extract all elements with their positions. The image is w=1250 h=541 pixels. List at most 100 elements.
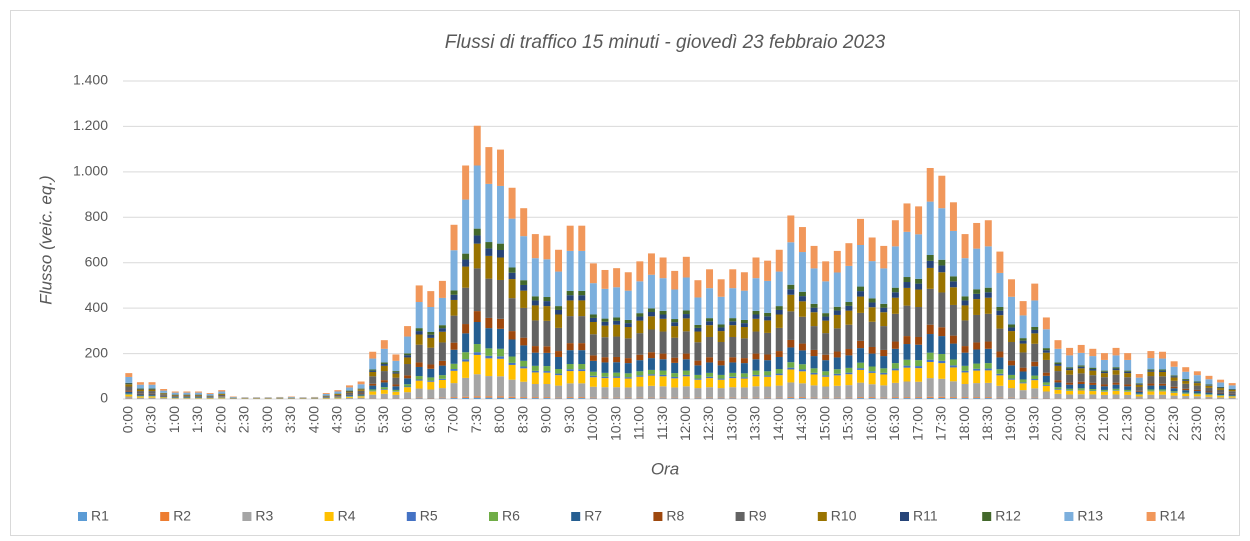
bar-segment: [1054, 393, 1062, 399]
bar-segment: [531, 352, 539, 366]
bar-segment: [949, 343, 957, 360]
bar-segment: [589, 355, 597, 361]
bar-segment: [868, 372, 876, 385]
bar-segment: [136, 391, 144, 394]
bar-segment: [508, 397, 516, 399]
bar-segment: [647, 352, 655, 359]
bar-segment: [961, 370, 969, 373]
bar-segment: [833, 357, 841, 370]
bar-segment: [613, 336, 621, 357]
bar-segment: [1147, 385, 1155, 390]
bar-segment: [136, 396, 144, 398]
bar-segment: [996, 251, 1004, 273]
bar-segment: [822, 281, 830, 314]
bar-segment: [659, 331, 667, 354]
bar-segment: [671, 289, 679, 320]
bar-segment: [462, 397, 470, 399]
bar-segment: [543, 320, 551, 347]
bar-segment: [624, 323, 632, 327]
bar-segment: [717, 397, 725, 399]
bar-segment: [380, 389, 388, 390]
bar-segment: [752, 376, 760, 387]
bar-segment: [1019, 367, 1027, 372]
bar-segment: [787, 347, 795, 363]
bar-segment: [171, 396, 179, 398]
bar-segment: [543, 397, 551, 399]
bar-segment: [520, 307, 528, 338]
x-tick-label: 15:30: [840, 406, 856, 441]
bar-segment: [613, 268, 621, 288]
bar-segment: [1135, 386, 1143, 391]
bar-segment: [1228, 391, 1236, 394]
bar-segment: [404, 387, 412, 393]
bar-segment: [810, 398, 818, 399]
bar-segment: [1100, 389, 1108, 392]
bar-segment: [926, 334, 934, 353]
x-tick-label: 6:30: [421, 406, 437, 433]
bar-segment: [380, 364, 388, 366]
bar-segment: [845, 385, 853, 398]
bar-segment: [427, 377, 435, 381]
bar-segment: [438, 365, 446, 376]
bar-segment: [450, 224, 458, 251]
bar-segment: [973, 342, 981, 350]
bar-segment: [891, 398, 899, 399]
x-tick-label: 23:30: [1211, 406, 1227, 441]
bar-segment: [833, 398, 841, 399]
bar-segment: [868, 353, 876, 367]
bar-segment: [415, 362, 423, 367]
bar-segment: [787, 382, 795, 398]
bar-segment: [636, 261, 644, 282]
bar-segment: [694, 388, 702, 398]
bar-segment: [926, 361, 934, 379]
bar-segment: [857, 362, 865, 369]
bar-segment: [613, 377, 621, 388]
bar-segment: [578, 371, 586, 384]
bar-segment: [961, 384, 969, 398]
bar-segment: [822, 371, 830, 376]
bar-segment: [136, 394, 144, 396]
bar-segment: [1159, 369, 1166, 371]
bar-segment: [949, 381, 957, 398]
bar-segment: [136, 384, 144, 389]
bar-segment: [1193, 393, 1201, 395]
bar-segment: [589, 317, 597, 322]
bar-segment: [206, 394, 214, 396]
bar-segment: [833, 369, 841, 374]
bar-segment: [659, 376, 667, 387]
bar-segment: [926, 396, 934, 398]
bar-segment: [752, 370, 760, 375]
bar-segment: [798, 397, 806, 399]
bar-segment: [926, 397, 934, 399]
bar-segment: [1217, 397, 1225, 399]
bar-segment: [613, 372, 621, 377]
bar-segment: [589, 371, 597, 376]
bar-segment: [218, 398, 226, 399]
bar-segment: [857, 312, 865, 341]
bar-segment: [438, 378, 446, 380]
bar-segment: [473, 374, 481, 397]
bar-segment: [1159, 351, 1166, 359]
bar-segment: [903, 398, 911, 399]
bar-segment: [1170, 388, 1178, 392]
bar-segment: [868, 366, 876, 372]
bar-segment: [404, 355, 412, 358]
bar-segment: [984, 348, 992, 364]
bar-segment: [729, 321, 737, 326]
bar-segment: [1170, 361, 1178, 367]
bar-segment: [961, 346, 969, 353]
bar-segment: [775, 306, 783, 310]
bar-segment: [555, 327, 563, 352]
bar-segment: [438, 342, 446, 361]
bar-segment: [415, 334, 423, 345]
bar-segment: [1042, 391, 1050, 399]
bar-segment: [1008, 327, 1015, 332]
bar-segment: [601, 325, 609, 338]
bar-segment: [473, 321, 481, 345]
bar-segment: [334, 391, 342, 394]
bar-segment: [822, 313, 830, 317]
bar-segment: [1182, 380, 1190, 384]
bar-segment: [810, 372, 818, 375]
bar-segment: [404, 384, 412, 387]
bar-segment: [961, 305, 969, 321]
